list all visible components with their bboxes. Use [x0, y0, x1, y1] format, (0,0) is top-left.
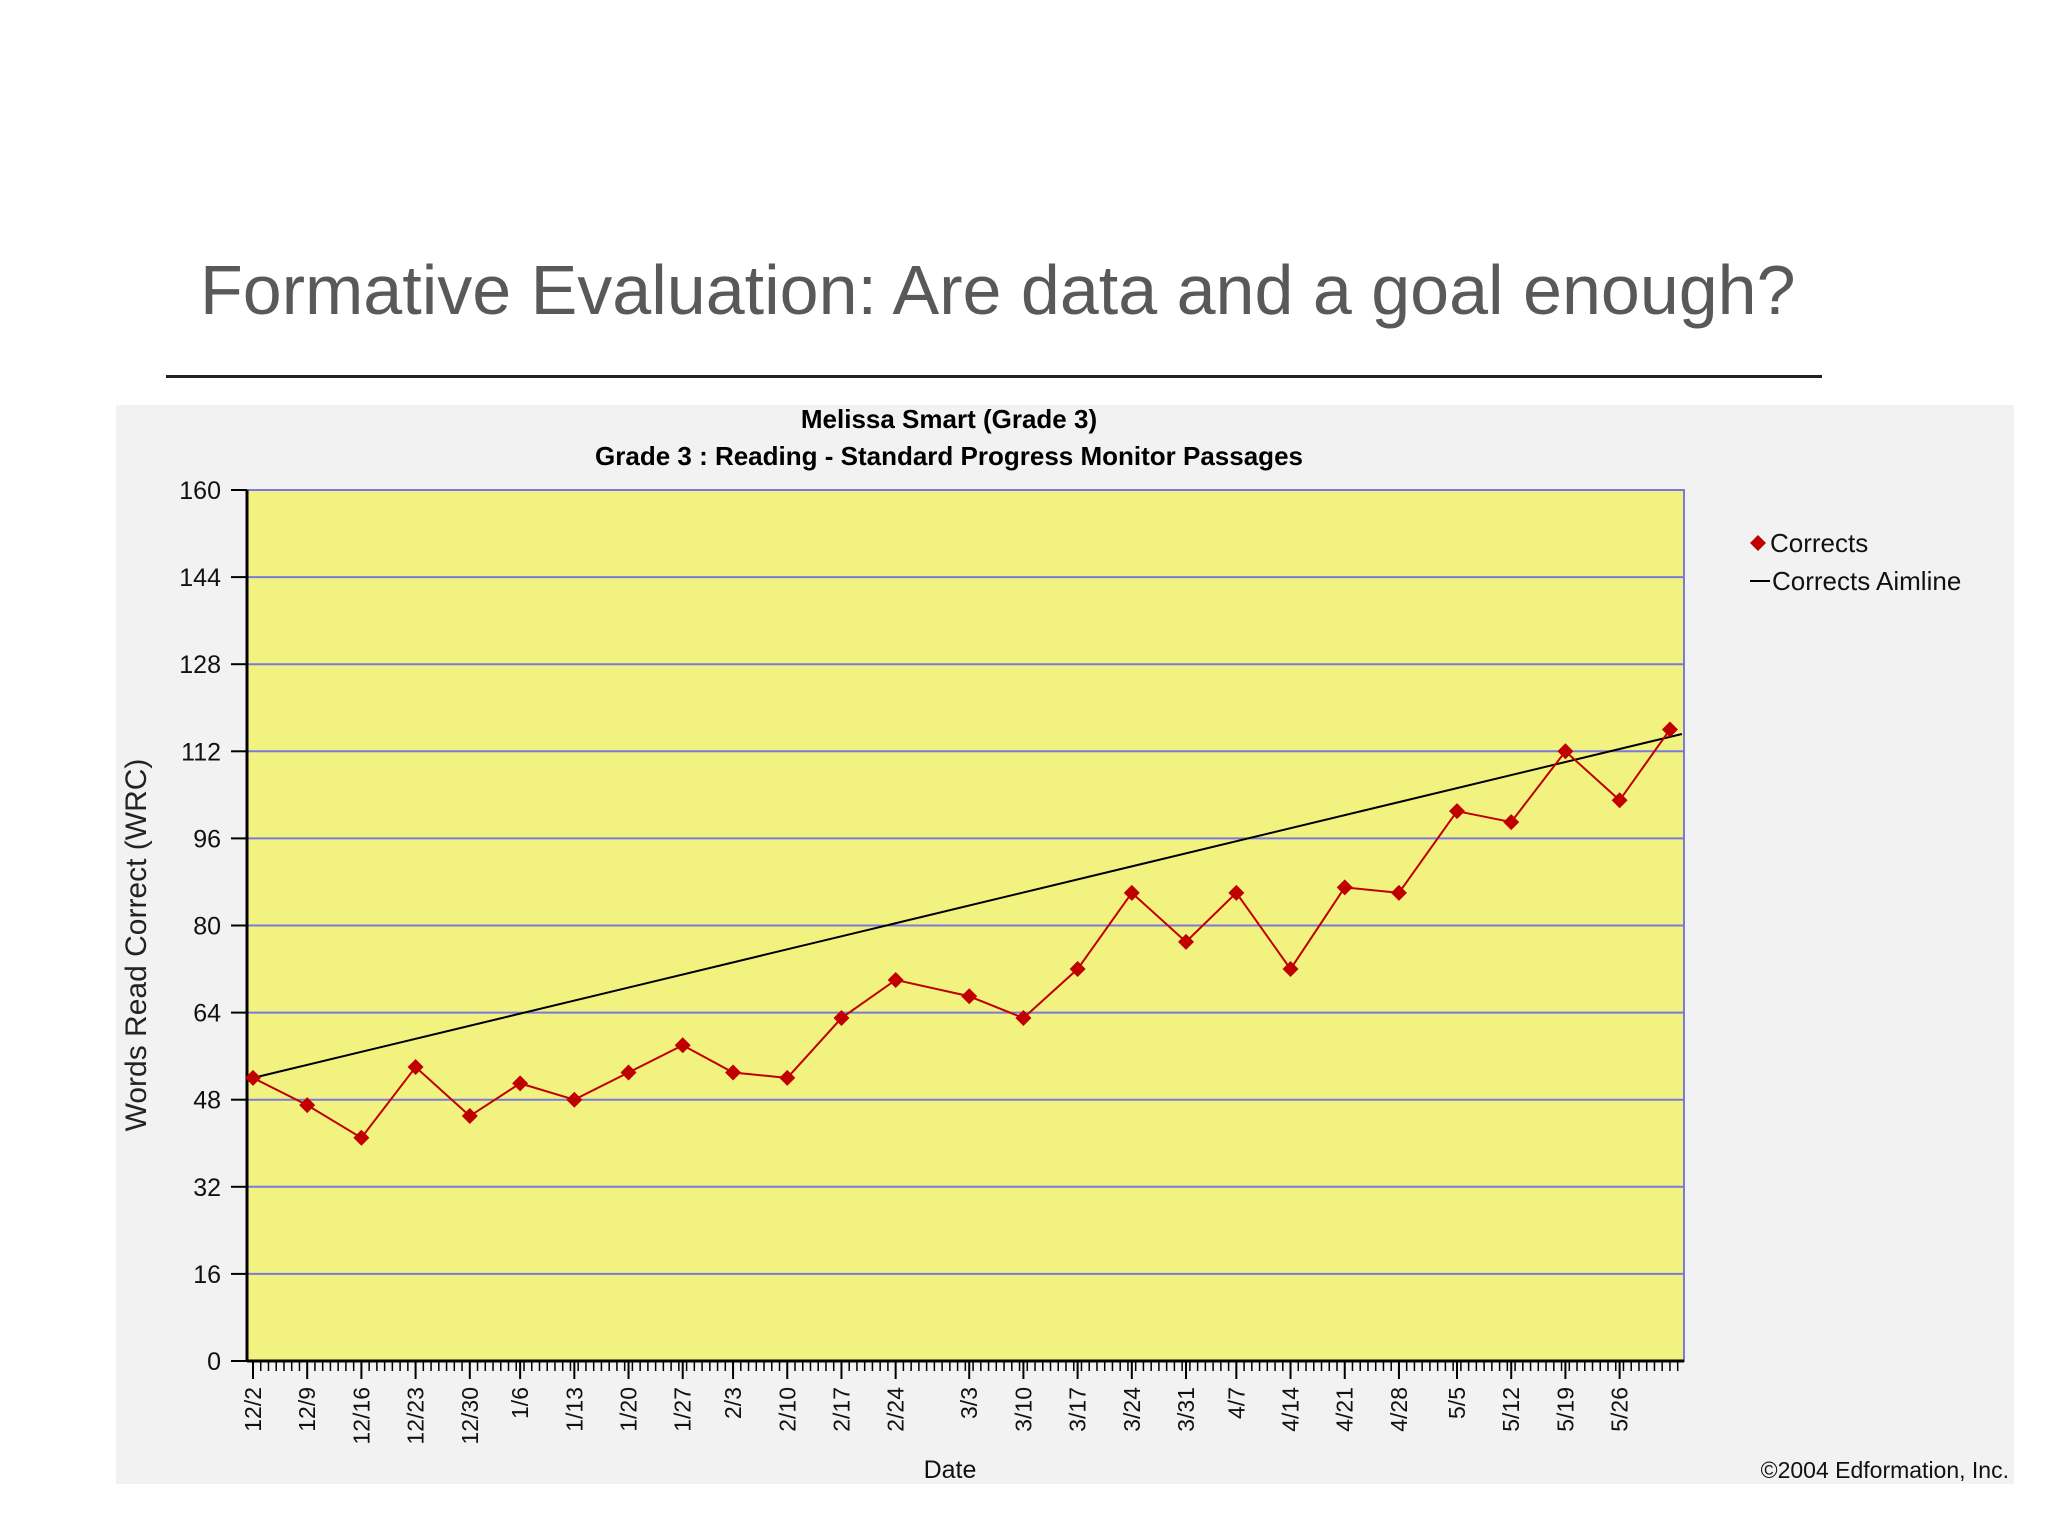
- aimline: [252, 732, 1683, 1079]
- x-tick-label: 1/20: [616, 1387, 642, 1432]
- y-axis-label: Words Read Correct (WRC): [120, 759, 153, 1132]
- data-point: [1336, 879, 1353, 896]
- data-point: [1557, 743, 1574, 760]
- data-point: [1123, 884, 1140, 901]
- data-point: [887, 971, 904, 988]
- x-tick-label: 2/17: [828, 1387, 854, 1432]
- data-point: [1228, 884, 1245, 901]
- x-tick-label: 4/21: [1332, 1387, 1358, 1432]
- data-point: [620, 1064, 637, 1081]
- y-tick-label: 112: [181, 738, 221, 766]
- x-tick-label: 12/16: [348, 1387, 374, 1445]
- x-tick-label: 4/7: [1223, 1387, 1249, 1419]
- y-tick-label: 16: [193, 1261, 221, 1289]
- x-tick-label: 1/13: [561, 1387, 587, 1432]
- data-point: [674, 1037, 691, 1054]
- x-tick-label: 4/14: [1278, 1387, 1304, 1432]
- x-tick-label: 2/3: [720, 1387, 746, 1419]
- x-tick-label: 1/6: [507, 1387, 533, 1419]
- data-point: [245, 1069, 261, 1086]
- x-tick-label: 3/17: [1065, 1387, 1091, 1432]
- title-divider: [166, 375, 1822, 378]
- x-tick-label: 12/9: [294, 1387, 320, 1432]
- data-point: [1015, 1010, 1032, 1027]
- chart-title: Melissa Smart (Grade 3): [801, 405, 1097, 434]
- y-tick-label: 64: [193, 1000, 221, 1028]
- data-point: [833, 1010, 850, 1027]
- chart-panel: Melissa Smart (Grade 3) Grade 3 : Readin…: [116, 405, 2014, 1484]
- progress-chart: Melissa Smart (Grade 3) Grade 3 : Readin…: [120, 405, 2009, 1484]
- legend-label-aimline: Corrects Aimline: [1772, 566, 1961, 596]
- x-tick-label: 12/30: [457, 1387, 483, 1445]
- data-point: [779, 1069, 796, 1086]
- data-point: [1178, 933, 1195, 950]
- data-point: [566, 1091, 583, 1108]
- slide-title: Formative Evaluation: Are data and a goa…: [200, 251, 1796, 329]
- x-tick-label: 5/12: [1498, 1387, 1524, 1432]
- legend-label-corrects: Corrects: [1770, 528, 1868, 558]
- x-tick-label: 5/26: [1607, 1387, 1633, 1432]
- data-point: [512, 1075, 529, 1092]
- x-tick-label: 4/28: [1386, 1387, 1412, 1432]
- x-tick-label: 12/23: [403, 1387, 429, 1445]
- data-point: [961, 988, 978, 1005]
- y-tick-label: 32: [193, 1174, 221, 1202]
- x-tick-label: 3/24: [1119, 1387, 1145, 1432]
- x-tick-label: 3/31: [1173, 1387, 1199, 1432]
- data-point: [407, 1059, 424, 1076]
- y-tick-label: 0: [207, 1348, 221, 1376]
- y-tick-label: 80: [193, 913, 221, 941]
- y-tick-label: 48: [193, 1087, 221, 1115]
- data-point: [461, 1108, 478, 1125]
- chart-subtitle: Grade 3 : Reading - Standard Progress Mo…: [595, 441, 1303, 471]
- x-tick-label: 3/10: [1010, 1387, 1036, 1432]
- x-tick-label: 5/5: [1444, 1387, 1470, 1419]
- y-tick-label: 96: [193, 825, 221, 853]
- data-point: [299, 1097, 316, 1114]
- data-point: [725, 1064, 742, 1081]
- x-tick-label: 2/10: [774, 1387, 800, 1432]
- x-tick-label: 1/27: [670, 1387, 696, 1432]
- data-point: [1390, 884, 1407, 901]
- data-point: [1449, 803, 1466, 820]
- data-point: [1611, 792, 1628, 809]
- copyright-footer: ©2004 Edformation, Inc.: [1761, 1457, 2009, 1483]
- x-tick-label: 12/2: [240, 1387, 266, 1432]
- data-point: [1661, 721, 1678, 738]
- y-tick-label: 144: [179, 564, 221, 592]
- data-point: [353, 1129, 370, 1146]
- x-tick-label: 2/24: [883, 1387, 909, 1432]
- y-tick-label: 128: [179, 651, 221, 679]
- x-tick-label: 5/19: [1552, 1387, 1578, 1432]
- x-axis-label: Date: [924, 1456, 977, 1484]
- data-point: [1503, 814, 1520, 831]
- data-point: [1069, 961, 1086, 978]
- x-tick-label: 3/3: [956, 1387, 982, 1419]
- data-point: [1282, 961, 1299, 978]
- legend-marker-corrects: [1750, 535, 1766, 551]
- y-tick-label: 160: [179, 477, 221, 505]
